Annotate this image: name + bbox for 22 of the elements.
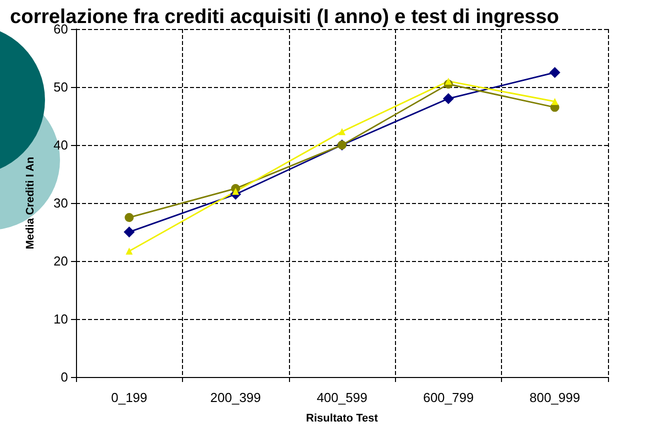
point bbox=[442, 93, 454, 104]
y-tick-label: 50 bbox=[54, 80, 68, 94]
y-tick-label: 30 bbox=[54, 196, 68, 210]
point bbox=[232, 188, 240, 195]
y-axis-title: Media Crediti I An bbox=[24, 156, 36, 250]
point bbox=[124, 213, 134, 222]
y-tick-label: 10 bbox=[54, 312, 68, 326]
point bbox=[338, 128, 346, 136]
x-tick-label: 800_999 bbox=[529, 390, 580, 405]
x-tick-label: 600_799 bbox=[423, 390, 474, 405]
point bbox=[124, 226, 135, 238]
x-tick-label: 400_599 bbox=[316, 390, 368, 405]
point bbox=[444, 78, 452, 85]
x-tick-label: 0_199 bbox=[111, 390, 148, 405]
y-tick-label: 40 bbox=[54, 138, 68, 152]
y-tick-label: 0 bbox=[60, 370, 68, 384]
y-tick-label: 20 bbox=[54, 254, 68, 268]
x-axis-title: Risultato Test bbox=[306, 412, 378, 424]
point bbox=[126, 248, 133, 255]
x-tick-label: 200_399 bbox=[210, 390, 261, 405]
point bbox=[551, 98, 558, 105]
point bbox=[549, 67, 560, 78]
